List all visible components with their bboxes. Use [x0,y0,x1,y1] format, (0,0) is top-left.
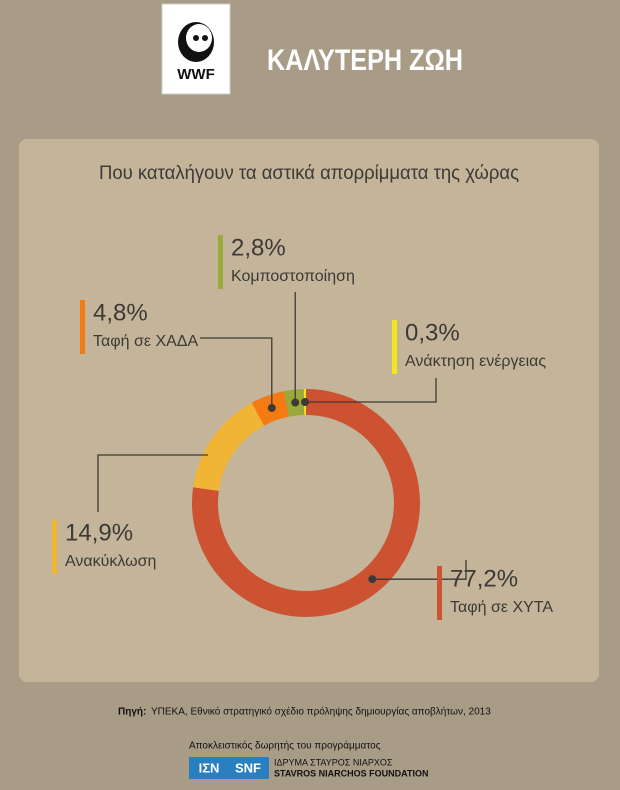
legend-bar [80,300,85,354]
donut-slice [193,402,265,491]
category-label: Κομποστοποίηση [231,268,355,285]
snf-logo [189,757,269,779]
source-label: Πηγή: [118,707,146,718]
legend-bar [52,520,57,574]
value-label: 14,9% [65,519,133,546]
value-label: 2,8% [231,234,286,261]
legend-bar [218,235,223,289]
leader-dot [291,398,300,407]
leader-line [305,378,437,403]
leader-line [200,337,273,408]
leader-dot [267,403,276,412]
leader-line [97,454,208,512]
logo-text: WWF [177,66,214,83]
snf-logo-left: ΙΣΝ [199,760,220,775]
chart-title: Που καταλήγουν τα αστικά απορρίμματα της… [99,163,519,184]
value-label: 0,3% [405,319,460,346]
snf-logo-right: SNF [235,760,261,775]
footer-caption: Αποκλειστικός δωρητής του προγράμματος [189,740,381,752]
source-text: ΥΠΕΚΑ, Εθνικό στρατηγικό σχέδιο πρόληψης… [151,706,491,718]
leader-line [372,560,467,580]
category-label: Ταφή σε ΧΑΔΑ [93,333,198,350]
category-label: Ταφή σε ΧΥΤΑ [450,599,553,616]
value-label: 4,8% [93,299,148,326]
legend-bar [437,566,442,620]
category-label: Ανάκτηση ενέργειας [405,353,546,370]
panda-icon [178,22,214,62]
leader-dot [368,575,377,584]
org-greek: ΙΔΡΥΜΑ ΣΤΑΥΡΟΣ ΝΙΑΡΧΟΣ [274,757,393,767]
category-label: Ανακύκλωση [65,553,156,570]
page-title: ΚΑΛΥΤΕΡΗ ΖΩΗ [267,44,463,77]
leader-dot [301,398,310,407]
org-english: STAVROS NIARCHOS FOUNDATION [274,768,429,778]
legend-bar [392,320,397,374]
value-label: 77,2% [450,565,518,592]
